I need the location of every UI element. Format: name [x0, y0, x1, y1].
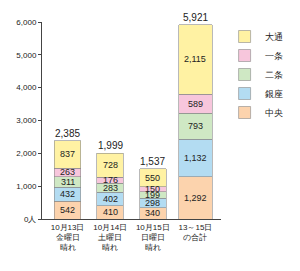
- svg-text:6,000: 6,000: [16, 18, 37, 27]
- svg-text:2,000: 2,000: [16, 149, 37, 158]
- svg-text:13～15日の合計: 13～15日の合計: [179, 223, 213, 242]
- svg-text:432: 432: [60, 189, 75, 199]
- svg-text:0人: 0人: [24, 215, 36, 224]
- svg-text:298: 298: [145, 198, 160, 208]
- svg-text:550: 550: [145, 173, 160, 183]
- svg-text:二条: 二条: [265, 70, 283, 80]
- svg-text:一条: 一条: [265, 51, 283, 61]
- svg-text:1,292: 1,292: [184, 193, 207, 203]
- svg-text:2,385: 2,385: [55, 128, 80, 139]
- svg-text:5,000: 5,000: [16, 51, 37, 60]
- svg-text:4,000: 4,000: [16, 83, 37, 92]
- svg-text:263: 263: [60, 167, 75, 177]
- svg-text:1,999: 1,999: [98, 140, 123, 151]
- svg-text:311: 311: [61, 177, 75, 187]
- svg-text:176: 176: [103, 175, 118, 185]
- svg-text:410: 410: [103, 207, 118, 217]
- svg-text:10月13日金曜日晴れ: 10月13日金曜日晴れ: [51, 223, 85, 253]
- svg-text:728: 728: [103, 160, 118, 170]
- svg-text:銀座: 銀座: [265, 89, 283, 99]
- svg-text:837: 837: [60, 149, 75, 159]
- svg-text:1,000: 1,000: [16, 182, 37, 191]
- svg-text:10月15日日曜日晴れ: 10月15日日曜日晴れ: [136, 223, 170, 253]
- svg-text:283: 283: [103, 183, 118, 193]
- svg-text:中央: 中央: [265, 108, 283, 118]
- svg-text:大通: 大通: [265, 32, 283, 42]
- svg-text:199: 199: [145, 190, 160, 200]
- svg-text:402: 402: [103, 194, 118, 204]
- svg-text:793: 793: [188, 121, 203, 131]
- svg-text:2,115: 2,115: [184, 54, 206, 64]
- svg-text:589: 589: [188, 99, 203, 109]
- svg-text:542: 542: [60, 205, 75, 215]
- svg-text:340: 340: [145, 208, 160, 218]
- svg-text:5,921: 5,921: [183, 12, 208, 23]
- svg-text:10月14日土曜日晴れ: 10月14日土曜日晴れ: [93, 223, 127, 253]
- svg-text:3,000: 3,000: [16, 116, 37, 125]
- svg-text:1,132: 1,132: [184, 153, 207, 163]
- svg-text:1,537: 1,537: [140, 156, 165, 167]
- svg-text:150: 150: [145, 184, 160, 194]
